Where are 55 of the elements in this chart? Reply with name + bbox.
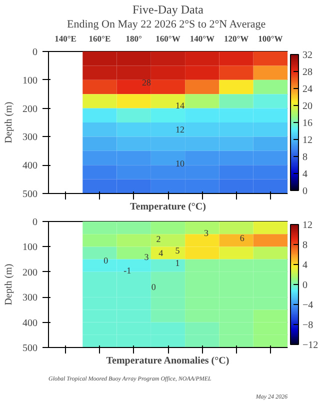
y-axis-title: Depth (m) — [4, 264, 14, 306]
color-bar-label: 16 — [302, 118, 312, 129]
annotation: 2 — [156, 234, 161, 244]
color-bar-label: 28 — [302, 67, 312, 78]
annotation: 5 — [175, 245, 180, 256]
x-tick-label: 140°E — [54, 34, 77, 44]
y-axis-title: Depth (m) — [4, 102, 14, 144]
x-tick-label: 120°W — [224, 34, 250, 44]
chart-subtitle: Ending On May 22 2026 2°S to 2°N Average — [67, 18, 266, 30]
y-tick-label: 100 — [22, 242, 38, 254]
color-bar-label: 12 — [302, 135, 312, 146]
color-bar-label: 4 — [302, 260, 308, 271]
color-bar-label: 8 — [302, 152, 308, 163]
color-bar-label: −8 — [302, 320, 314, 331]
y-tick-label: 400 — [22, 318, 38, 329]
color-bar-label: 0 — [302, 186, 308, 197]
annotation: 28 — [142, 78, 152, 88]
annotation: 1 — [175, 258, 180, 268]
annotation: 0 — [151, 282, 156, 292]
annotation: 6 — [240, 232, 245, 243]
annotation: 10 — [175, 158, 185, 169]
x-tick-label: 160°E — [88, 34, 111, 44]
color-bar-label: 0 — [302, 280, 308, 291]
y-tick-label: 300 — [22, 132, 38, 144]
x-axis-title: Temperature (°C) — [130, 202, 206, 212]
color-bar-label: −4 — [302, 300, 314, 311]
annotation: 3 — [144, 252, 150, 262]
color-bar-label: 12 — [302, 220, 312, 231]
chart-title: Five-Day Data — [132, 2, 204, 16]
y-tick-label: 500 — [22, 343, 38, 354]
annotation: 0 — [104, 256, 109, 266]
color-bar-label: 8 — [302, 240, 308, 251]
y-tick-label: 0 — [32, 217, 38, 228]
y-tick-label: 500 — [22, 189, 38, 200]
color-bar-label: 32 — [302, 50, 312, 61]
y-tick-label: 400 — [22, 160, 38, 172]
x-tick-label: 160°W — [156, 34, 181, 44]
color-bar-label: 4 — [302, 169, 308, 180]
annotation: -1 — [124, 266, 132, 276]
annotation: 4 — [158, 248, 164, 258]
annotation: 12 — [175, 124, 184, 135]
y-tick-label: 100 — [22, 75, 38, 86]
annotation: 3 — [204, 228, 209, 238]
x-tick-label: 180° — [126, 34, 142, 44]
y-tick-label: 300 — [22, 292, 38, 304]
y-tick-label: 0 — [32, 47, 38, 58]
y-tick-label: 200 — [22, 267, 38, 278]
x-axis-title: Temperature Anomalies (°C) — [106, 356, 230, 366]
annotation: 14 — [175, 100, 185, 110]
color-bar-label: 20 — [302, 101, 312, 112]
color-bar-label: 24 — [302, 84, 312, 95]
y-tick-label: 200 — [22, 104, 38, 115]
x-tick-label: 140°W — [190, 34, 215, 44]
color-bar-label: −12 — [302, 340, 318, 351]
x-tick-label: 100°W — [258, 34, 284, 44]
